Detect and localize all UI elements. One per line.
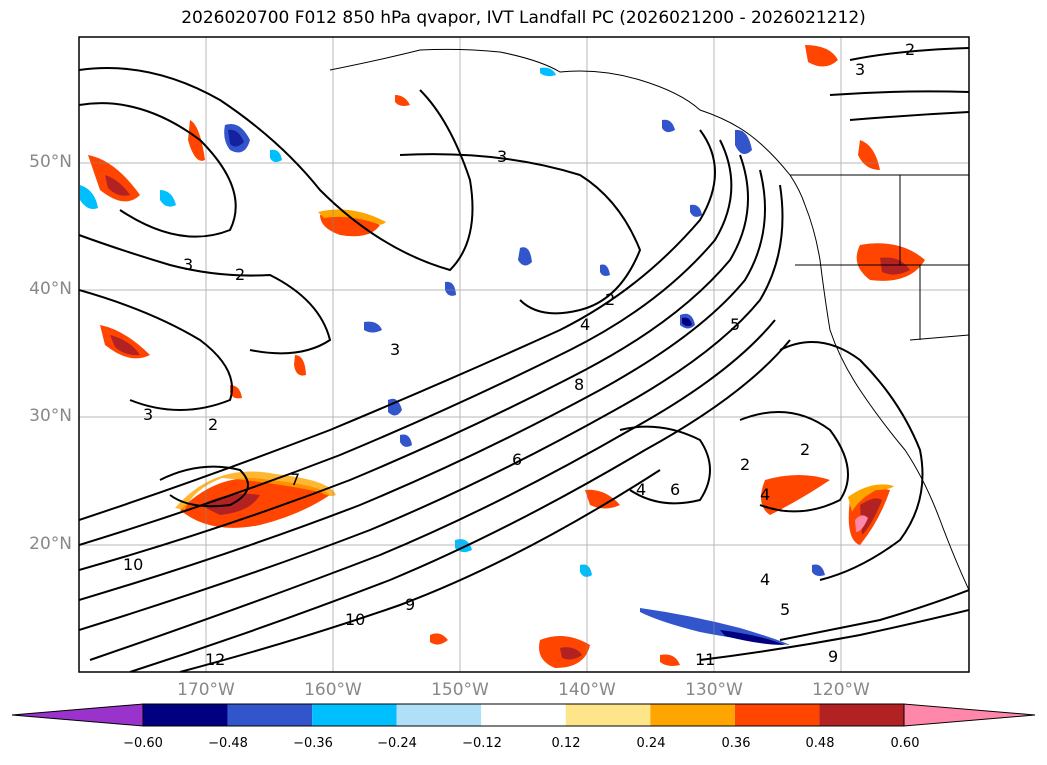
contour-label: 2	[605, 290, 615, 309]
contour-label: 10	[345, 610, 365, 629]
colorbar-tick: −0.24	[377, 736, 417, 751]
colorbar-segment	[734, 704, 820, 726]
lon-label-170w: 170°W	[177, 680, 235, 700]
coastlines	[329, 48, 969, 591]
contour-label: 9	[405, 595, 415, 614]
lat-label-40: 40°N	[29, 279, 72, 299]
lon-label-120w: 120°W	[812, 680, 870, 700]
contour-label: 2	[905, 40, 915, 59]
colorbar-tick: −0.36	[293, 736, 333, 751]
colorbar	[11, 703, 1036, 727]
colorbar-segment	[396, 704, 482, 726]
contour-label: 8	[574, 375, 584, 394]
colorbar-segment	[227, 704, 313, 726]
shaded-anomalies	[80, 45, 925, 668]
lon-label-150w: 150°W	[431, 680, 489, 700]
lon-label-160w: 160°W	[304, 680, 362, 700]
contour-label: 3	[390, 340, 400, 359]
colorbar-extend-low	[11, 703, 144, 727]
contour-label: 12	[205, 650, 225, 669]
contour-label: 6	[512, 450, 522, 469]
colorbar-tick: 0.12	[551, 736, 581, 751]
colorbar-segment	[650, 704, 735, 726]
lat-label-20: 20°N	[29, 534, 72, 554]
lon-label-130w: 130°W	[685, 680, 743, 700]
contour-label: 5	[730, 315, 740, 334]
colorbar-tick: −0.12	[462, 736, 502, 751]
map-background	[79, 37, 969, 672]
lat-label-30: 30°N	[29, 406, 72, 426]
contour-label: 9	[828, 647, 838, 666]
contour-label: 4	[760, 570, 770, 589]
contour-label: 4	[580, 315, 590, 334]
map-frame	[78, 36, 970, 673]
colorbar-tick: 0.48	[805, 736, 835, 751]
contour-label: 6	[670, 480, 680, 499]
colorbar-segment	[481, 704, 566, 726]
contour-label-group: 2 3 3 2 4 3 2 3 5 8 4 2 2 3 6 4 2 10 9 1…	[123, 40, 915, 669]
contour-label: 2	[235, 265, 245, 284]
contour-label: 10	[123, 555, 143, 574]
colorbar-outline	[142, 703, 905, 727]
contour-label: 3	[183, 255, 193, 274]
contour-label: 11	[695, 650, 715, 669]
lat-label-50: 50°N	[29, 152, 72, 172]
contour-label: 2	[740, 455, 750, 474]
lon-label-140w: 140°W	[558, 680, 616, 700]
colorbar-segment	[143, 704, 228, 726]
gridlines	[79, 37, 969, 672]
colorbar-tick: −0.60	[123, 736, 163, 751]
contour-label: 4	[636, 480, 646, 499]
contour-label: 3	[497, 147, 507, 166]
contour-label: 4	[760, 485, 770, 504]
contour-label: 5	[780, 600, 790, 619]
map-title: 2026020700 F012 850 hPa qvapor, IVT Land…	[181, 8, 866, 28]
contour-label: 2	[800, 440, 810, 459]
colorbar-tick: 0.24	[636, 736, 666, 751]
colorbar-segment	[565, 704, 651, 726]
colorbar-segment	[819, 704, 904, 726]
colorbar-segment	[312, 704, 397, 726]
ivt-contours	[79, 47, 969, 672]
colorbar-tick: 0.60	[890, 736, 920, 751]
contour-label: 3	[855, 60, 865, 79]
contour-label: 3	[143, 405, 153, 424]
contour-label: 7	[290, 470, 300, 489]
colorbar-tick: −0.48	[208, 736, 248, 751]
colorbar-tick: 0.36	[721, 736, 751, 751]
colorbar-extend-high	[903, 703, 1036, 727]
contour-label: 2	[208, 415, 218, 434]
